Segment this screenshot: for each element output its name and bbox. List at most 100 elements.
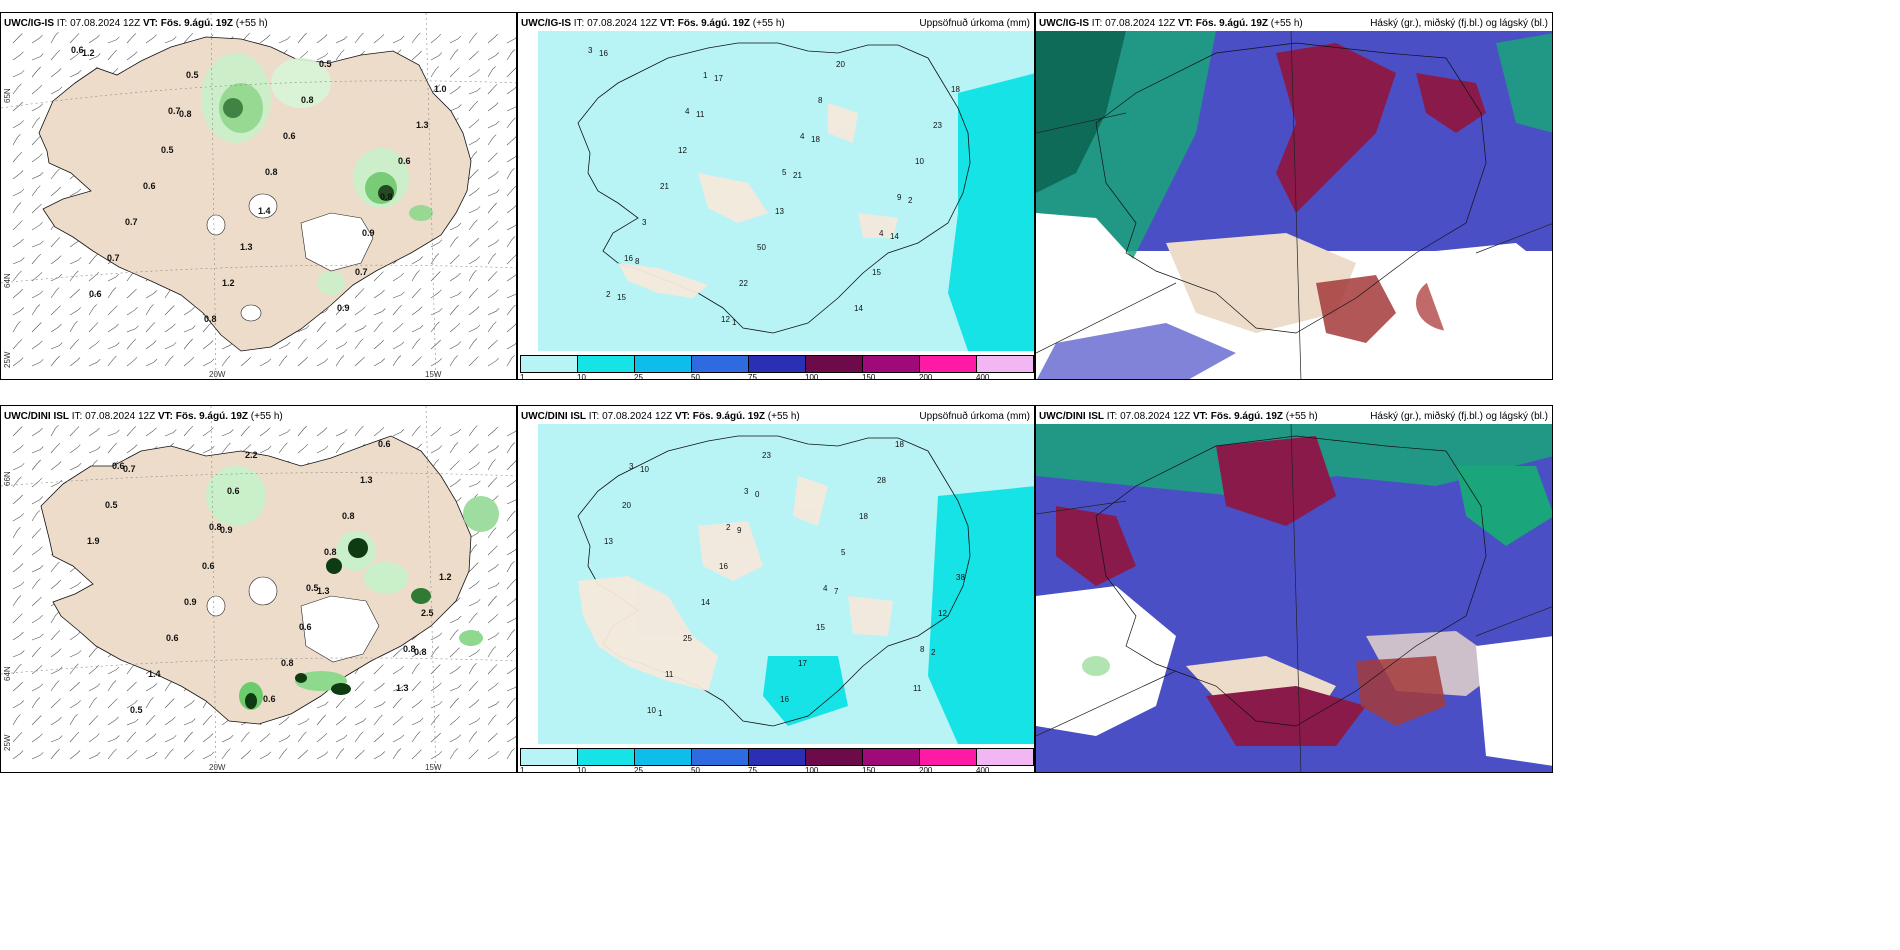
wind-barb	[240, 749, 252, 760]
wind-barb	[69, 257, 82, 265]
wind-barb	[88, 358, 101, 367]
wind-barb	[12, 463, 25, 471]
wind-barb	[145, 733, 157, 743]
colorbar-label: 100	[805, 373, 819, 380]
wind-barb	[31, 117, 41, 129]
precip-amount-label: 11	[696, 110, 705, 119]
precip-amount-label: 15	[816, 623, 825, 632]
wind-barb	[487, 595, 497, 607]
wind-barb	[430, 682, 442, 692]
wind-barb	[487, 253, 497, 265]
colorbar-label: 1	[520, 766, 525, 773]
wind-barb	[183, 338, 193, 350]
precip-amount-label: 3	[642, 218, 647, 227]
wind-barb	[69, 357, 81, 367]
precip-amount-label: 13	[775, 207, 784, 216]
wind-barb	[335, 304, 346, 316]
wind-barb	[202, 714, 213, 726]
wind-barb	[449, 460, 460, 471]
wind-barb	[88, 253, 98, 265]
wind-barb	[487, 563, 499, 573]
precip-amount-label: 3	[588, 46, 593, 55]
wind-barb	[468, 562, 479, 573]
wind-barb	[468, 119, 480, 129]
wind-barb	[12, 650, 25, 658]
wind-barb	[50, 442, 61, 454]
wind-barb	[411, 731, 421, 743]
wind-barb	[487, 52, 500, 61]
wind-barb	[354, 699, 366, 709]
wind-barb	[411, 649, 424, 658]
wind-barb	[430, 289, 442, 299]
wind-barb	[31, 715, 42, 726]
cloud-map	[1036, 30, 1552, 379]
wind-barb	[31, 34, 43, 44]
wind-barb	[506, 355, 515, 367]
wind-barb	[487, 714, 497, 726]
wind-barb	[487, 545, 498, 556]
wind-barb	[31, 614, 43, 624]
wind-barb	[506, 548, 516, 556]
wind-barb	[487, 477, 498, 488]
wind-barb	[506, 430, 516, 437]
wind-barb	[50, 561, 60, 573]
wind-barb	[12, 494, 23, 505]
wind-barb	[31, 153, 43, 163]
rain-amount-label: 1.3	[396, 683, 409, 693]
wind-barb	[354, 306, 366, 316]
wind-barb	[12, 70, 25, 78]
wind-barb	[487, 33, 499, 44]
precip-amount-label: 8	[920, 645, 925, 654]
wind-barb	[392, 684, 405, 692]
wind-barb	[449, 67, 460, 78]
wind-barb	[373, 358, 386, 367]
wind-barb	[31, 752, 44, 760]
precip-amount-label: 20	[622, 501, 631, 510]
wind-barb	[506, 254, 516, 265]
wind-barb	[487, 307, 500, 316]
wind-barb	[373, 701, 386, 709]
wind-barb	[335, 49, 345, 61]
wind-barb	[50, 255, 62, 265]
rain-amount-label: 0.9	[184, 597, 197, 607]
colorbar-label: 50	[691, 766, 700, 773]
colorbar-label: 200	[919, 373, 933, 380]
wind-barb	[12, 307, 25, 316]
colorbar-seg	[635, 356, 692, 372]
wind-barb	[316, 321, 326, 333]
wind-barb	[240, 425, 251, 437]
wind-barb	[297, 731, 307, 743]
wind-barb	[69, 462, 82, 471]
precip-amount-label: 17	[798, 659, 807, 668]
rain-amount-label: 0.5	[130, 705, 143, 715]
precip-amount-label: 16	[624, 254, 633, 263]
wind-barb	[506, 49, 516, 61]
wind-barb	[506, 529, 516, 539]
cloud-panel-row2: UWC/DINI ISL IT: 07.08.2024 12Z VT: Fös.…	[1035, 405, 1553, 773]
wind-barb	[126, 51, 138, 61]
wind-barb	[506, 155, 516, 163]
wind-barb	[335, 355, 345, 367]
wind-barb	[126, 426, 137, 437]
wind-barb	[392, 355, 402, 367]
wind-barb	[259, 751, 272, 760]
wind-barb	[50, 342, 63, 350]
rain-labels: 0.60.80.50.80.50.60.82.51.42.20.81.20.60…	[87, 439, 452, 715]
precip-amount-label: 16	[780, 695, 789, 704]
rain-amount-label: 2.2	[245, 450, 258, 460]
precip-amount-label: 16	[599, 49, 608, 58]
wind-barb	[506, 479, 516, 488]
wind-barb	[12, 238, 24, 248]
wind-barb	[69, 270, 79, 282]
colorbar-label: 200	[919, 766, 933, 773]
wind-barb	[487, 664, 498, 675]
wind-barb	[259, 445, 272, 454]
wind-barb	[430, 52, 443, 61]
wind-barb	[50, 648, 62, 658]
wind-barb	[449, 615, 462, 624]
wind-barb	[12, 288, 24, 299]
wind-barb	[354, 681, 365, 692]
wind-barb	[487, 459, 496, 471]
wind-barb	[50, 68, 62, 78]
colorbar-seg	[977, 356, 1033, 372]
